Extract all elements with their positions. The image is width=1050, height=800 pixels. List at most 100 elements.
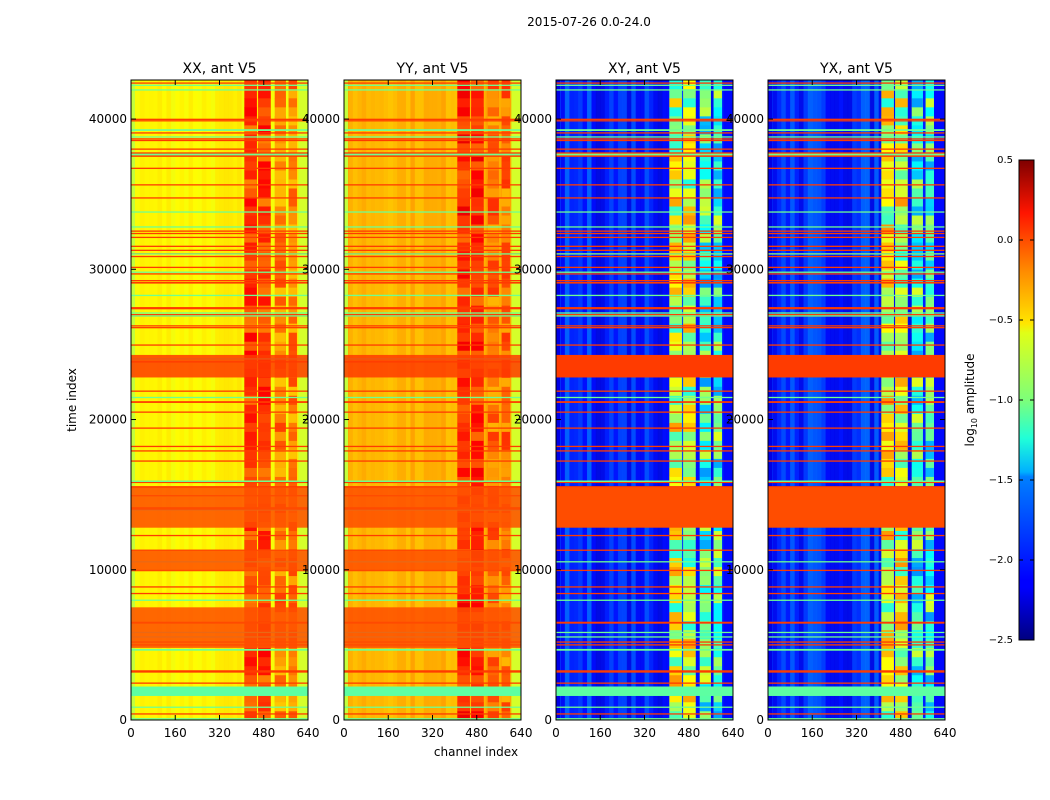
- band-cell: [925, 440, 934, 450]
- band-cell: [881, 224, 894, 234]
- flag-stripe: [344, 586, 521, 588]
- band-cell: [895, 611, 908, 622]
- band-cell: [457, 89, 470, 99]
- band-cell: [911, 422, 923, 432]
- band-cell: [471, 188, 484, 198]
- band-cell: [258, 575, 271, 586]
- band-cell: [925, 170, 934, 180]
- band-cell: [713, 692, 722, 703]
- flag-stripe: [344, 294, 521, 297]
- channel-column: [578, 80, 584, 720]
- flag-stripe: [556, 396, 733, 399]
- band-cell: [487, 332, 499, 342]
- channel-column: [498, 80, 504, 720]
- band-cell: [713, 305, 722, 315]
- band-cell: [881, 341, 894, 351]
- edge-column: [131, 80, 135, 720]
- band-cell: [881, 143, 894, 153]
- flag-stripe: [344, 713, 521, 715]
- flag-stripe: [344, 534, 521, 537]
- channel-column: [454, 80, 460, 720]
- flag-stripe: [556, 460, 733, 462]
- band-cell: [911, 188, 923, 198]
- band-cell: [699, 620, 711, 631]
- band-cell: [895, 215, 908, 225]
- y-tick-label: 0: [756, 713, 764, 727]
- y-tick-label: 40000: [514, 112, 552, 126]
- flag-stripe: [768, 549, 945, 551]
- band-cell: [669, 107, 682, 117]
- band-cell: [487, 710, 499, 720]
- band-cell: [288, 170, 297, 180]
- band-cell: [699, 647, 711, 658]
- flag-stripe: [768, 271, 945, 273]
- band-cell: [487, 584, 499, 595]
- band-cell: [669, 98, 682, 108]
- channel-column: [219, 80, 225, 720]
- band-cell: [274, 107, 286, 117]
- flag-stripe: [768, 534, 945, 537]
- band-cell: [699, 377, 711, 387]
- band-cell: [911, 674, 923, 685]
- band-cell: [669, 89, 682, 99]
- y-tick-label: 20000: [89, 413, 127, 427]
- flag-stripe: [131, 586, 308, 588]
- band-cell: [487, 224, 499, 234]
- flag-stripe: [344, 138, 521, 140]
- channel-column: [631, 80, 637, 720]
- band-cell: [925, 575, 934, 586]
- band-cell: [683, 98, 696, 108]
- flag-stripe: [131, 314, 308, 316]
- band-cell: [669, 566, 682, 577]
- band-cell: [471, 98, 484, 108]
- band-cell: [274, 98, 286, 108]
- band-cell: [699, 548, 711, 559]
- flag-stripe: [131, 118, 308, 120]
- band-cell: [683, 260, 696, 270]
- band-cell: [244, 593, 257, 604]
- flag-stripe: [556, 89, 733, 91]
- band-cell: [471, 404, 484, 414]
- band-cell: [683, 107, 696, 117]
- flag-stripe: [556, 84, 733, 86]
- band-cell: [274, 305, 286, 315]
- channel-column: [161, 80, 167, 720]
- edge-column: [723, 80, 733, 720]
- flag-stripe: [768, 232, 945, 235]
- band-cell: [487, 413, 499, 423]
- channel-column: [450, 80, 456, 720]
- band-cell: [244, 80, 257, 90]
- band-cell: [881, 395, 894, 405]
- band-cell: [895, 566, 908, 577]
- band-cell: [274, 314, 286, 324]
- flag-stripe: [768, 411, 945, 413]
- band-cell: [895, 413, 908, 423]
- band-cell: [501, 332, 510, 342]
- flag-stripe: [556, 534, 733, 537]
- band-cell: [713, 422, 722, 432]
- channel-column: [653, 80, 659, 720]
- band-cell: [258, 170, 271, 180]
- band-cell: [911, 548, 923, 559]
- band-cell: [258, 566, 271, 577]
- band-cell: [713, 539, 722, 550]
- band-cell: [471, 710, 484, 720]
- flag-stripe: [344, 132, 521, 134]
- y-tick-label: 40000: [302, 112, 340, 126]
- band-cell: [501, 107, 510, 117]
- band-cell: [457, 224, 470, 234]
- band-cell: [487, 674, 499, 685]
- band-cell: [487, 287, 499, 297]
- band-cell: [911, 458, 923, 468]
- band-cell: [258, 467, 271, 477]
- flag-stripe: [131, 480, 308, 482]
- band-cell: [457, 413, 470, 423]
- band-cell: [713, 341, 722, 351]
- band-cell: [669, 656, 682, 667]
- channel-column: [847, 80, 853, 720]
- heatmap-yy: [344, 80, 521, 720]
- flag-stripe: [556, 641, 733, 643]
- flag-stripe: [131, 139, 308, 142]
- band-cell: [669, 377, 682, 387]
- band-cell: [925, 179, 934, 189]
